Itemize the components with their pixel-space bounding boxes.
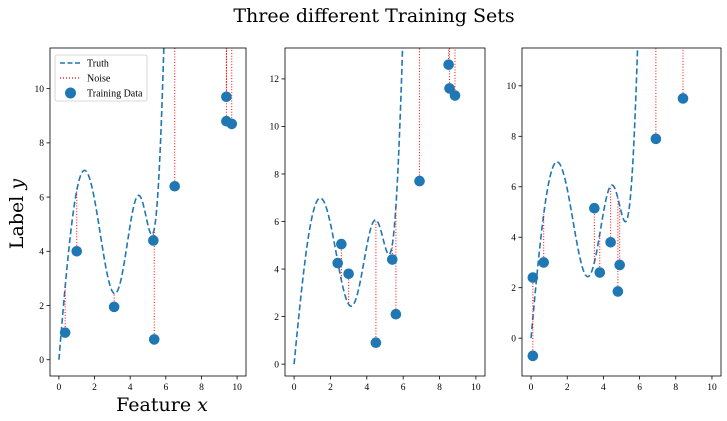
x-tick-label: 0 — [57, 383, 62, 393]
training-point — [589, 202, 600, 214]
training-point — [538, 257, 550, 268]
plot-area — [293, 48, 461, 365]
legend-frame — [54, 54, 148, 102]
training-point — [612, 286, 624, 297]
training-point — [336, 238, 347, 250]
plot-area — [58, 48, 238, 360]
legend-noise-label: Noise — [87, 74, 111, 85]
y-tick-label: 6 — [511, 183, 516, 193]
x-tick-label: 8 — [673, 383, 678, 393]
x-tick-label: 8 — [437, 383, 442, 393]
y-tick-label: 10 — [270, 123, 280, 133]
training-point — [226, 118, 238, 130]
training-point — [332, 257, 344, 269]
subplot-3: 0 2 4 6 8 10 0 2 4 6 8 10 — [507, 47, 722, 393]
axes-frame — [521, 47, 722, 377]
x-axis-label: Feature x — [116, 394, 208, 416]
y-tick-label: 4 — [39, 248, 44, 258]
y-tick-label: 8 — [511, 133, 516, 143]
axes-frame — [284, 47, 486, 377]
x-tick-label: 0 — [292, 383, 297, 393]
truth-line — [530, 48, 639, 339]
x-tick-label: 6 — [401, 383, 406, 393]
y-axis-label: Label y — [6, 179, 28, 249]
training-point — [527, 350, 539, 362]
training-point — [148, 334, 160, 345]
y-tick-label: 8 — [274, 170, 279, 180]
y-tick-label: 0 — [39, 356, 44, 366]
training-point — [59, 327, 71, 338]
y-tick-label: 6 — [274, 218, 279, 228]
training-point — [221, 91, 232, 103]
training-point — [449, 90, 461, 101]
axes-frame — [49, 47, 247, 377]
x-tick-label: 0 — [529, 383, 534, 393]
figure-title: Three different Training Sets — [233, 5, 514, 27]
y-tick-label: 10 — [507, 82, 517, 92]
training-point — [677, 93, 689, 104]
training-point — [169, 180, 181, 192]
x-tick-label: 4 — [601, 383, 606, 393]
training-point — [614, 259, 625, 271]
truth-line — [58, 48, 165, 360]
training-point — [370, 337, 382, 349]
legend-data-label: Training Data — [87, 89, 143, 100]
training-point — [71, 246, 83, 257]
x-tick-label: 6 — [163, 383, 168, 393]
x-tick-label: 2 — [92, 383, 97, 393]
training-point — [108, 301, 120, 313]
truth-line — [293, 48, 404, 365]
x-tick-label: 4 — [364, 383, 369, 393]
training-point — [605, 236, 616, 248]
training-point — [443, 59, 454, 70]
x-tick-label: 10 — [232, 383, 242, 393]
y-tick-label: 0 — [511, 334, 516, 344]
y-tick-label: 0 — [274, 360, 279, 370]
y-tick-label: 10 — [35, 85, 45, 95]
y-tick-label: 12 — [270, 75, 280, 85]
training-point — [594, 267, 606, 278]
x-tick-label: 10 — [707, 383, 717, 393]
legend-data-marker — [65, 87, 76, 99]
x-tick-label: 8 — [199, 383, 204, 393]
x-tick-label: 10 — [471, 383, 481, 393]
x-tick-label: 2 — [565, 383, 570, 393]
x-tick-label: 2 — [328, 383, 333, 393]
y-tick-label: 2 — [274, 313, 279, 323]
training-point — [527, 272, 539, 283]
plot-area — [527, 48, 689, 362]
y-tick-label: 2 — [511, 284, 516, 294]
legend-truth-label: Truth — [87, 59, 109, 70]
training-point — [343, 268, 354, 280]
training-point — [386, 254, 398, 265]
training-point — [650, 133, 662, 145]
subplot-1: 0 2 4 6 8 10 0 2 4 6 8 10 — [35, 47, 247, 393]
training-point — [148, 235, 159, 246]
y-tick-label: 4 — [274, 265, 279, 275]
training-point — [414, 175, 425, 187]
legend: Truth Noise Training Data — [54, 54, 148, 102]
training-point — [390, 308, 402, 320]
y-tick-label: 2 — [39, 302, 44, 312]
y-tick-label: 8 — [39, 139, 44, 149]
subplot-2: 0 2 4 6 8 10 0 2 4 6 8 10 12 — [270, 47, 486, 393]
x-tick-label: 6 — [637, 383, 642, 393]
y-tick-label: 6 — [39, 193, 44, 203]
y-tick-label: 4 — [511, 234, 516, 244]
x-tick-label: 4 — [128, 383, 133, 393]
